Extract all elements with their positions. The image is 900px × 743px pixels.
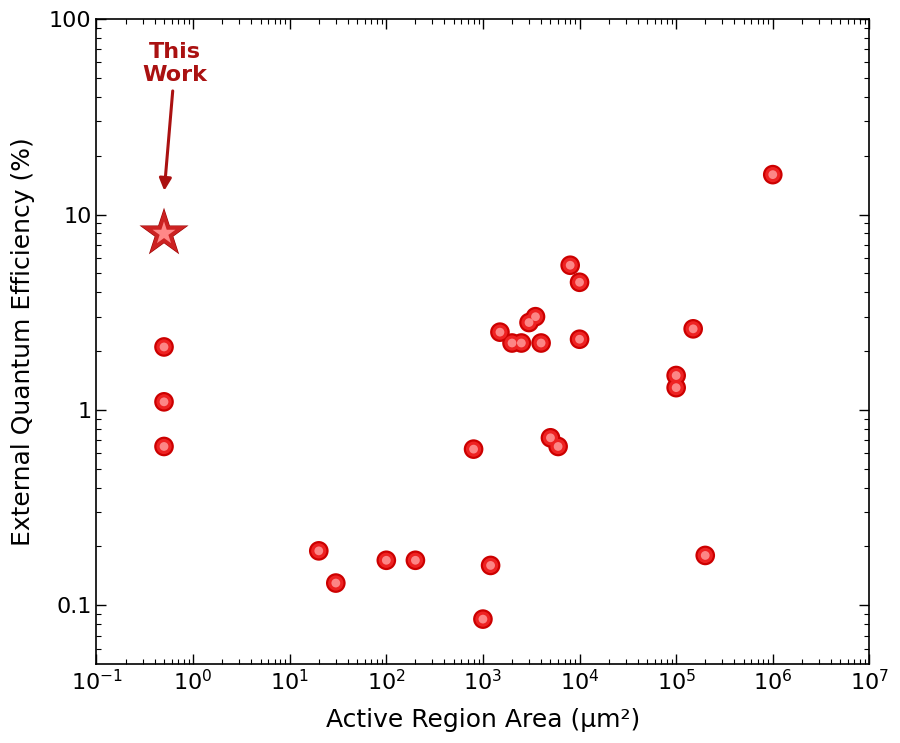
Point: [551, 441, 565, 452]
Point: [492, 326, 507, 338]
Point: [157, 441, 171, 452]
Point: [157, 441, 171, 452]
Point: [379, 554, 393, 566]
Point: [572, 334, 587, 345]
Point: [157, 341, 171, 353]
Point: [669, 382, 683, 394]
Point: [409, 554, 423, 566]
X-axis label: Active Region Area (μm²): Active Region Area (μm²): [326, 708, 640, 732]
Point: [563, 259, 578, 271]
Point: [379, 554, 393, 566]
Point: [157, 396, 171, 408]
Point: [572, 276, 587, 288]
Point: [514, 337, 528, 349]
Point: [766, 169, 780, 181]
Point: [528, 311, 543, 322]
Point: [572, 334, 587, 345]
Point: [505, 337, 519, 349]
Point: [157, 441, 171, 452]
Point: [669, 369, 683, 381]
Point: [572, 334, 587, 345]
Point: [766, 169, 780, 181]
Point: [379, 554, 393, 566]
Point: [522, 317, 536, 328]
Point: [698, 550, 713, 562]
Point: [686, 323, 700, 335]
Point: [551, 441, 565, 452]
Point: [572, 276, 587, 288]
Point: [522, 317, 536, 328]
Point: [492, 326, 507, 338]
Point: [686, 323, 700, 335]
Point: [311, 545, 326, 557]
Point: [505, 337, 519, 349]
Point: [528, 311, 543, 322]
Point: [157, 227, 171, 239]
Point: [157, 396, 171, 408]
Point: [157, 227, 171, 239]
Point: [409, 554, 423, 566]
Point: [534, 337, 548, 349]
Point: [544, 432, 558, 444]
Point: [698, 550, 713, 562]
Text: This
Work: This Work: [142, 42, 208, 187]
Point: [483, 559, 498, 571]
Point: [466, 443, 481, 455]
Point: [483, 559, 498, 571]
Point: [514, 337, 528, 349]
Point: [466, 443, 481, 455]
Point: [766, 169, 780, 181]
Point: [669, 382, 683, 394]
Point: [698, 550, 713, 562]
Point: [534, 337, 548, 349]
Point: [522, 317, 536, 328]
Point: [157, 227, 171, 239]
Point: [686, 323, 700, 335]
Point: [157, 341, 171, 353]
Point: [669, 382, 683, 394]
Point: [328, 577, 343, 589]
Point: [551, 441, 565, 452]
Point: [544, 432, 558, 444]
Point: [157, 396, 171, 408]
Point: [311, 545, 326, 557]
Point: [409, 554, 423, 566]
Y-axis label: External Quantum Efficiency (%): External Quantum Efficiency (%): [11, 137, 35, 546]
Point: [483, 559, 498, 571]
Point: [157, 341, 171, 353]
Point: [669, 369, 683, 381]
Point: [528, 311, 543, 322]
Point: [505, 337, 519, 349]
Point: [476, 613, 491, 625]
Point: [544, 432, 558, 444]
Point: [534, 337, 548, 349]
Point: [563, 259, 578, 271]
Point: [328, 577, 343, 589]
Point: [492, 326, 507, 338]
Point: [563, 259, 578, 271]
Point: [572, 276, 587, 288]
Point: [514, 337, 528, 349]
Point: [476, 613, 491, 625]
Point: [311, 545, 326, 557]
Point: [669, 369, 683, 381]
Point: [328, 577, 343, 589]
Point: [466, 443, 481, 455]
Point: [476, 613, 491, 625]
